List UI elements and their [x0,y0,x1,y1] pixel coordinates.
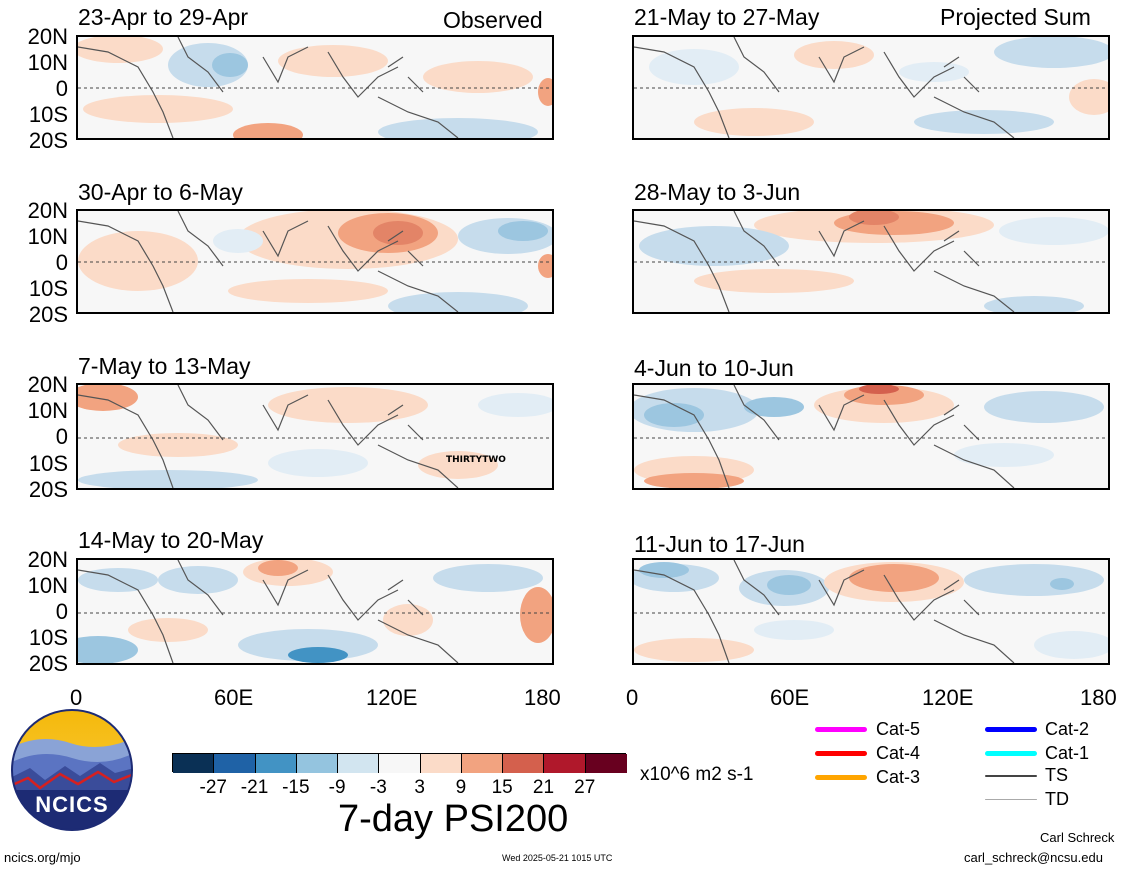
legend-swatch-cat4 [815,751,867,756]
psi-map [76,35,554,140]
panel-date-range: 14-May to 20-May [78,527,264,553]
panel-date-range: 23-Apr to 29-Apr [78,4,249,30]
lat-label: 0 [55,599,68,624]
lat-label: 20S [28,651,68,676]
lat-label: 10S [28,625,68,650]
legend-swatch-cat5 [815,727,867,732]
colorbar-tick-label: -15 [282,777,310,798]
lat-label: 20N [27,372,68,397]
panel-date-range: 30-Apr to 6-May [78,179,243,205]
colorbar-tick-label: -27 [199,777,227,798]
psi-map [76,209,554,314]
ncics-logo: NCICS [10,708,134,832]
legend-swatch-ts [985,775,1037,777]
lat-label: 20N [27,198,68,223]
footer-timestamp: Wed 2025-05-21 1015 UTC [502,853,613,863]
lon-label: 120E [366,685,418,710]
storm-track-label: THIRTYTWO [446,455,506,465]
colorbar-cell [338,754,380,773]
lon-label: 180 [524,685,561,710]
lat-label: 10S [28,276,68,301]
lat-label: 10N [27,573,68,598]
panel-date-range: 11-Jun to 17-Jun [634,531,805,557]
psi-map [632,35,1110,140]
lon-label: 60E [214,685,254,710]
legend-label: Cat-2 [1045,719,1090,739]
legend-label: Cat-5 [876,719,921,739]
lon-label: 0 [626,685,639,710]
chart-title: 7-day PSI200 [338,798,569,840]
colorbar-cell [585,754,627,773]
lon-label: 180 [1080,685,1117,710]
panel-date-range: 4-Jun to 10-Jun [634,355,794,381]
colorbar-cell [255,754,297,773]
lat-label: 10S [28,102,68,127]
lat-label: 20S [28,477,68,502]
colorbar-cell [173,754,215,773]
lat-label: 20S [28,302,68,327]
colorbar-cell [214,754,256,773]
psi-map: THIRTYTWO [76,383,554,490]
logo-text: NCICS [35,792,109,817]
colorbar-tick-label: -3 [369,777,387,798]
colorbar-units: x10^6 m2 s-1 [640,764,754,785]
observed-label: Observed [443,7,543,33]
psi-map [632,209,1110,314]
footer-author: Carl Schreck [1040,830,1115,845]
lat-label: 20N [27,24,68,49]
lat-label: 0 [55,76,68,101]
projected-sum-label: Projected Sum [940,4,1091,30]
colorbar-tick-label: 3 [414,777,425,798]
footer-url: ncics.org/mjo [4,850,81,865]
legend-swatch-cat1 [985,751,1037,756]
colorbar-tick-label: 9 [455,777,467,798]
colorbar-cell [544,754,586,773]
lat-label: 10N [27,50,68,75]
lat-label: 10N [27,398,68,423]
psi-map [76,558,554,665]
lat-label: 0 [55,424,68,449]
lon-label: 60E [770,685,810,710]
colorbar-tick-label: -21 [240,777,269,798]
legend-swatch-cat3 [815,775,867,780]
legend-label: TD [1045,789,1069,809]
lat-label: 0 [55,250,68,275]
legend-label: Cat-3 [876,767,921,787]
colorbar-tick-label: 15 [491,777,513,798]
lat-label: 20S [28,128,68,153]
psi-map [632,383,1110,490]
legend-label: TS [1045,765,1069,785]
colorbar-tick-label: 27 [574,777,596,798]
colorbar-tick-label: -9 [328,777,346,798]
lon-label: 0 [70,685,83,710]
colorbar-cell [461,754,504,773]
panel-date-range: 28-May to 3-Jun [634,179,801,205]
colorbar-cell [379,754,421,773]
legend-label: Cat-1 [1045,743,1090,763]
legend-swatch-td [985,799,1037,800]
colorbar-cell [296,754,339,773]
lat-label: 20N [27,547,68,572]
psi-map [632,558,1110,665]
panel-date-range: 7-May to 13-May [78,353,251,379]
colorbar-cell [420,754,462,773]
colorbar-cell [503,754,545,773]
lon-label: 120E [922,685,974,710]
colorbar-strip [172,753,627,773]
colorbar-ticks: -27 -21 -15 -9 -3 3 9 15 21 27 [172,777,626,799]
lat-label: 10N [27,224,68,249]
footer-email: carl_schreck@ncsu.edu [964,850,1103,865]
legend-swatch-cat2 [985,727,1037,732]
panel-date-range: 21-May to 27-May [634,4,820,30]
legend-label: Cat-4 [876,743,921,763]
lat-label: 10S [28,451,68,476]
colorbar-tick-label: 21 [532,777,555,798]
